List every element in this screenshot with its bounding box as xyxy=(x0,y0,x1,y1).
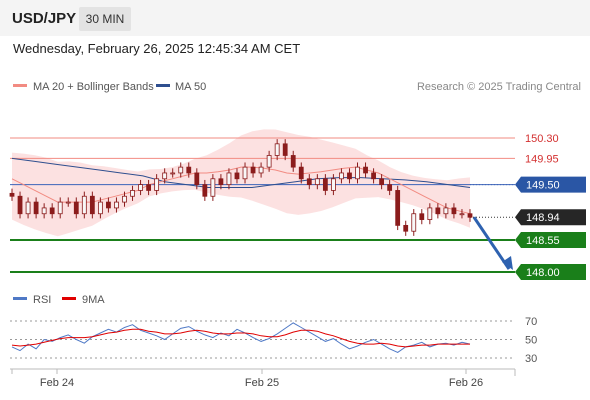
price-tag-bg xyxy=(515,264,586,280)
candle-body xyxy=(9,192,15,197)
legend-ma50-label: MA 50 xyxy=(175,81,206,93)
candle-body xyxy=(274,143,280,156)
candle-body xyxy=(17,195,23,215)
legend-9ma-label: 9MA xyxy=(82,294,105,306)
price-label-148-55: 148.55 xyxy=(526,235,560,247)
candle-body xyxy=(250,166,256,174)
candle-body xyxy=(451,207,457,215)
candle-body xyxy=(395,190,401,226)
price-label-150-30: 150.30 xyxy=(525,133,559,145)
legend-swatch-ma20 xyxy=(13,84,27,87)
candle-body xyxy=(218,178,224,186)
candle-body xyxy=(146,184,151,191)
candle-body xyxy=(331,178,336,191)
candle-body xyxy=(242,166,248,180)
candle-body xyxy=(41,207,47,215)
ma50-line xyxy=(11,157,471,188)
candle-body xyxy=(363,166,368,174)
candle-body xyxy=(306,178,312,186)
candle-body xyxy=(266,155,272,168)
candle-body xyxy=(435,207,441,215)
candle-body xyxy=(387,184,393,191)
candle-body xyxy=(419,213,425,220)
timeframe-badge[interactable]: 30 MIN xyxy=(79,7,131,31)
candle-body xyxy=(314,178,320,186)
candle-body xyxy=(226,172,232,186)
header-bar: USD/JPY 30 MIN xyxy=(0,0,590,36)
candle-body xyxy=(467,213,473,218)
candle-body xyxy=(371,172,376,180)
candle-body xyxy=(202,184,208,197)
candle-body xyxy=(178,166,184,174)
rsi-level-label-30: 30 xyxy=(525,353,537,365)
credit-label: Research © 2025 Trading Central xyxy=(417,81,581,93)
candle-body xyxy=(355,166,360,180)
candle-body xyxy=(130,190,135,197)
candle-body xyxy=(379,178,385,186)
price-label-148-94: 148.94 xyxy=(526,212,560,224)
datetime-label: Wednesday, February 26, 2025 12:45:34 AM… xyxy=(13,41,301,56)
candle-body xyxy=(57,201,63,215)
candle-body xyxy=(443,207,449,215)
legend-ma20-label: MA 20 + Bollinger Bands xyxy=(33,81,154,93)
candle-body xyxy=(347,172,352,180)
candle-body xyxy=(298,166,304,180)
candle-body xyxy=(49,207,55,215)
candle-body xyxy=(81,195,87,215)
price-label-149-95: 149.95 xyxy=(525,153,559,165)
candle-body xyxy=(194,172,200,186)
candle-body xyxy=(170,172,176,175)
x-tick-label: Feb 24 xyxy=(40,377,74,389)
price-tag-bg xyxy=(515,209,586,226)
candle-body xyxy=(282,143,288,156)
forecast-arrowhead xyxy=(502,256,513,270)
rsi-level-label-50: 50 xyxy=(525,335,537,347)
candle-body xyxy=(234,172,240,180)
candle-body xyxy=(65,201,71,204)
price-label-149-50: 149.50 xyxy=(526,180,560,192)
candle-body xyxy=(427,207,433,220)
candle-body xyxy=(122,195,127,203)
candle-body xyxy=(154,178,160,191)
candle-body xyxy=(106,201,111,209)
candle-body xyxy=(97,201,103,215)
x-tick-label: Feb 25 xyxy=(245,377,279,389)
candle-body xyxy=(25,201,31,215)
rsi-ma-line xyxy=(11,328,470,348)
candle-body xyxy=(186,166,192,174)
candle-body xyxy=(138,184,143,191)
candle-body xyxy=(89,195,95,215)
candle-body xyxy=(210,178,216,197)
forecast-arrow xyxy=(472,216,511,270)
candle-body xyxy=(258,166,264,174)
candle-body xyxy=(459,213,465,216)
candle-body xyxy=(33,201,39,215)
ma20-line xyxy=(11,166,471,215)
symbol-title: USD/JPY xyxy=(12,10,77,27)
legend-rsi-label: RSI xyxy=(33,294,51,306)
rsi-line xyxy=(11,322,471,353)
candle-body xyxy=(322,178,328,191)
x-tick-label: Feb 26 xyxy=(449,377,483,389)
candle-body xyxy=(73,201,79,215)
legend-swatch-ma50 xyxy=(156,84,170,87)
legend-swatch-9ma xyxy=(62,297,76,300)
bollinger-band xyxy=(12,129,470,237)
candle-body xyxy=(114,201,119,209)
legend-swatch-rsi xyxy=(13,297,27,300)
candle-body xyxy=(290,155,296,168)
candle-body xyxy=(339,172,344,180)
price-label-148-00: 148.00 xyxy=(526,267,560,279)
price-tag-bg xyxy=(515,176,586,193)
rsi-level-label-70: 70 xyxy=(525,316,537,328)
candle-body xyxy=(403,224,409,232)
price-tag-bg xyxy=(515,231,586,248)
candle-body xyxy=(411,213,417,232)
candle-body xyxy=(162,172,168,180)
